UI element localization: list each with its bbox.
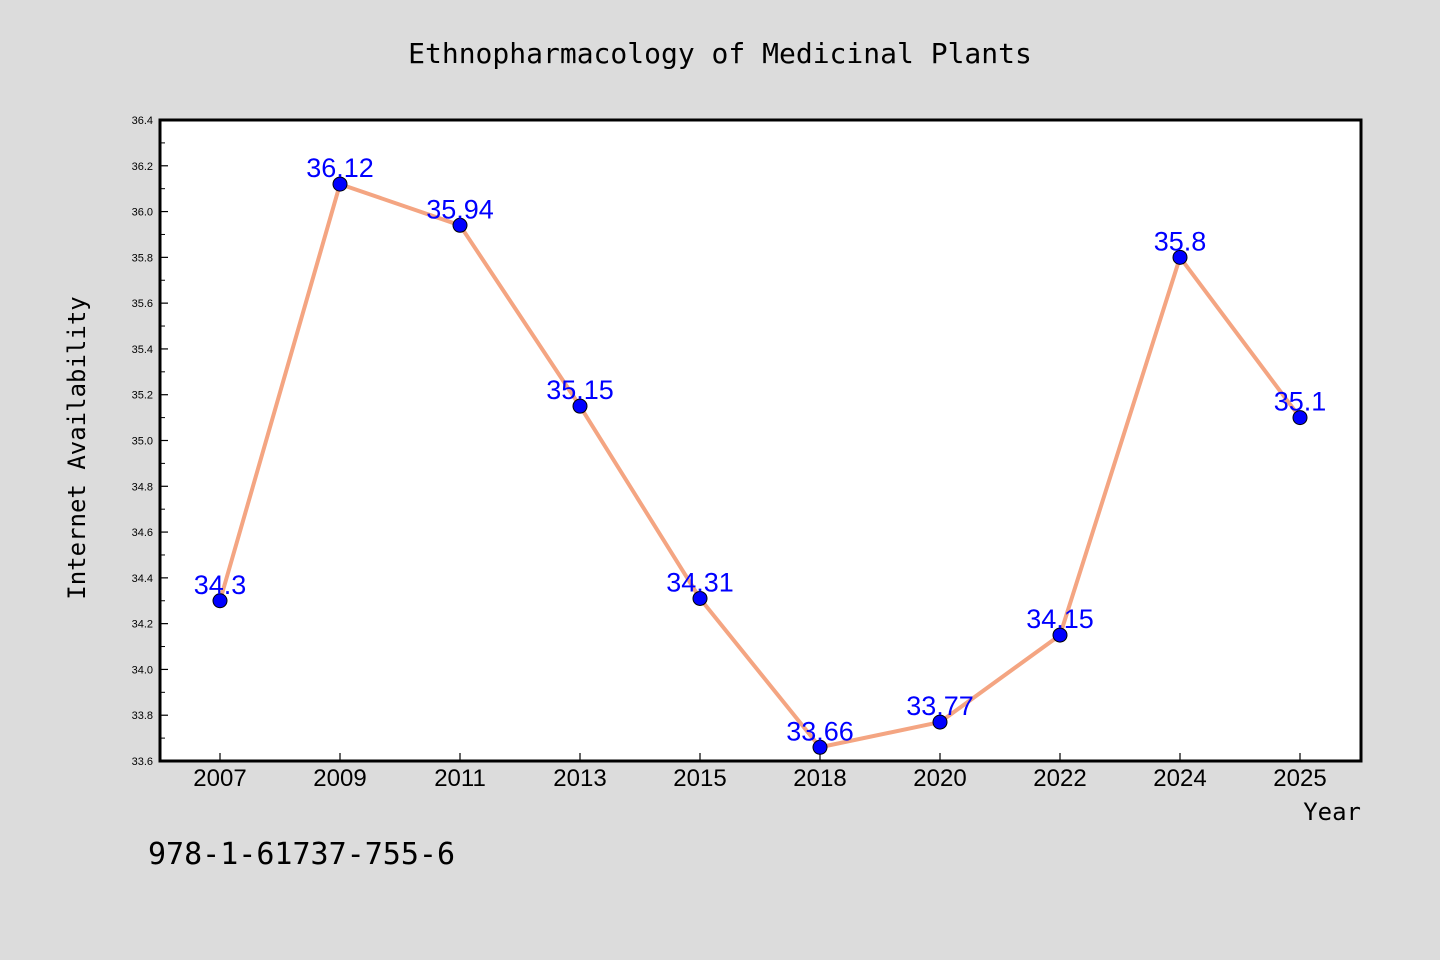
data-point bbox=[572, 398, 588, 414]
x-axis-label: Year bbox=[1303, 798, 1361, 826]
y-tick-label: 36.4 bbox=[132, 115, 153, 127]
y-tick-label: 34.2 bbox=[132, 619, 153, 631]
chart-title: Ethnopharmacology of Medicinal Plants bbox=[408, 37, 1032, 70]
data-point bbox=[332, 176, 348, 192]
data-label: 34.15 bbox=[1026, 604, 1094, 634]
data-point bbox=[1052, 627, 1068, 643]
y-axis: 33.6 33.8 34.0 34.2 34.4 34.6 34.8 35.0 35.2 35.4… bbox=[132, 115, 168, 768]
y-tick-label: 34.0 bbox=[132, 664, 153, 676]
x-tick-label: 2015 bbox=[673, 765, 726, 792]
data-label: 33.66 bbox=[786, 716, 854, 746]
data-label: 35.1 bbox=[1274, 387, 1327, 417]
data-label: 35.8 bbox=[1154, 226, 1207, 256]
x-tick-label: 2007 bbox=[193, 765, 246, 792]
x-tick-label: 2018 bbox=[793, 765, 846, 792]
x-axis: 2007 2009 2011 2013 2015 2018 2020 2022 2024 2025 bbox=[193, 753, 1327, 792]
series-line bbox=[218, 182, 1302, 750]
data-label: 34.3 bbox=[194, 570, 247, 600]
series-layer: 34.3 36.12 35.94 35.15 34.31 33.66 33.77 34.15 3… bbox=[194, 153, 1327, 755]
x-tick-label: 2020 bbox=[913, 765, 966, 792]
plot-frame bbox=[158, 118, 1363, 763]
y-tick-label: 35.2 bbox=[132, 390, 153, 402]
y-tick-label: 36.2 bbox=[132, 161, 153, 173]
y-tick-label: 35.6 bbox=[132, 298, 153, 310]
isbn-footer: 978-1-61737-755-6 bbox=[148, 837, 455, 872]
y-tick-label: 34.8 bbox=[132, 481, 153, 493]
data-point bbox=[452, 217, 468, 233]
y-tick-label: 35.4 bbox=[132, 344, 153, 356]
x-tick-label: 2024 bbox=[1153, 765, 1206, 792]
data-label: 33.77 bbox=[906, 691, 974, 721]
x-tick-label: 2009 bbox=[313, 765, 366, 792]
plot-area bbox=[160, 120, 1361, 761]
y-tick-label: 36.0 bbox=[132, 207, 153, 219]
y-tick-label: 33.8 bbox=[132, 710, 153, 722]
data-point bbox=[1292, 410, 1308, 426]
x-tick-label: 2013 bbox=[553, 765, 606, 792]
data-point bbox=[932, 714, 948, 730]
data-point bbox=[1172, 249, 1188, 265]
y-tick-label: 35.0 bbox=[132, 436, 153, 448]
x-tick-label: 2011 bbox=[434, 765, 486, 792]
y-tick-label: 33.6 bbox=[132, 756, 153, 768]
y-tick-label: 34.6 bbox=[132, 527, 153, 539]
x-tick-label: 2022 bbox=[1033, 765, 1086, 792]
data-label: 35.15 bbox=[546, 375, 614, 405]
data-point bbox=[812, 739, 828, 755]
data-point bbox=[692, 590, 708, 606]
data-label: 34.31 bbox=[666, 567, 734, 597]
y-tick-label: 35.8 bbox=[132, 252, 153, 264]
data-label: 36.12 bbox=[306, 153, 374, 183]
y-tick-label: 34.4 bbox=[132, 573, 153, 585]
y-axis-label: Internet Availability bbox=[63, 296, 91, 599]
data-label: 35.94 bbox=[426, 194, 494, 224]
x-tick-label: 2025 bbox=[1273, 765, 1326, 792]
data-point bbox=[212, 593, 228, 609]
